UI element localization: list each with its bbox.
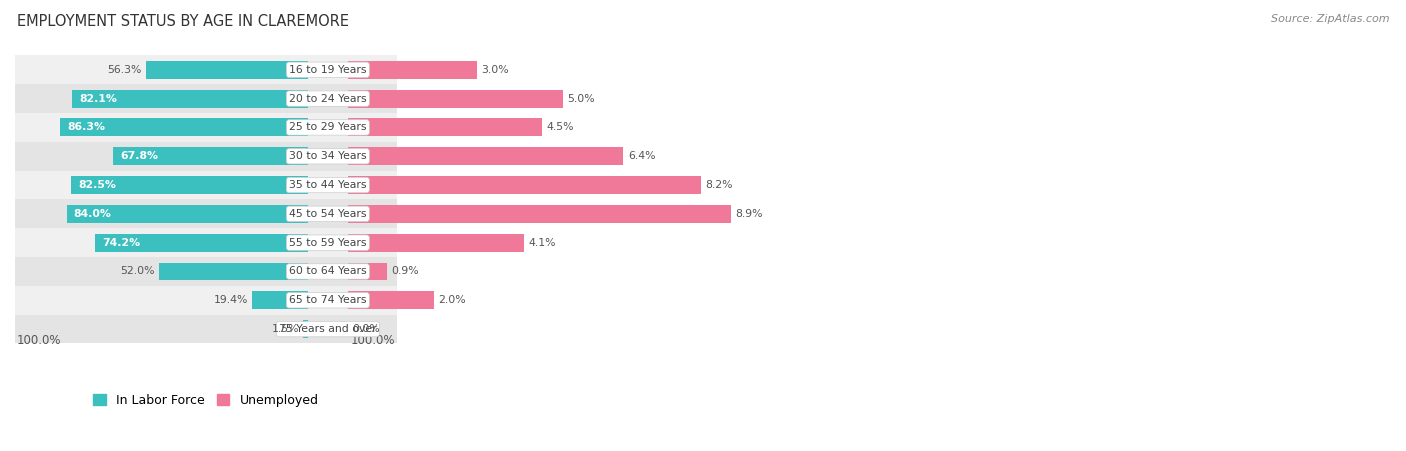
Bar [15,55,396,84]
Legend: In Labor Force, Unemployed: In Labor Force, Unemployed [93,394,319,407]
Text: EMPLOYMENT STATUS BY AGE IN CLAREMORE: EMPLOYMENT STATUS BY AGE IN CLAREMORE [17,14,349,28]
Text: 8.9%: 8.9% [735,209,763,219]
Text: 20 to 24 Years: 20 to 24 Years [290,94,367,104]
Bar [66,205,308,223]
Bar [15,257,396,286]
Bar [94,234,308,252]
Text: 6.4%: 6.4% [628,151,655,161]
Text: 19.4%: 19.4% [214,295,247,305]
Bar [15,228,396,257]
Bar [347,90,564,107]
Bar [15,84,396,113]
Text: 56.3%: 56.3% [107,65,142,75]
Bar [347,234,524,252]
Bar [60,119,308,136]
Bar [15,170,396,199]
Bar [252,291,308,309]
Text: 67.8%: 67.8% [121,151,159,161]
Bar [347,291,434,309]
Bar [15,113,396,142]
Text: 84.0%: 84.0% [75,209,111,219]
Bar [347,119,541,136]
Bar [15,142,396,170]
Text: 35 to 44 Years: 35 to 44 Years [290,180,367,190]
Text: 82.5%: 82.5% [79,180,117,190]
Text: 45 to 54 Years: 45 to 54 Years [290,209,367,219]
Text: 2.0%: 2.0% [439,295,465,305]
Text: 1.5%: 1.5% [271,324,299,334]
Text: 30 to 34 Years: 30 to 34 Years [290,151,367,161]
Text: 0.9%: 0.9% [391,267,419,276]
Bar [304,320,308,338]
Text: 0.0%: 0.0% [353,324,380,334]
Bar [159,262,308,281]
Text: 5.0%: 5.0% [568,94,595,104]
Bar [347,147,623,165]
Text: 55 to 59 Years: 55 to 59 Years [290,238,367,248]
Text: 100.0%: 100.0% [352,334,395,347]
Text: 86.3%: 86.3% [67,122,105,133]
Bar [146,61,308,79]
Text: 4.5%: 4.5% [546,122,574,133]
Bar [70,176,308,194]
Text: 100.0%: 100.0% [17,334,60,347]
Text: 8.2%: 8.2% [706,180,733,190]
Text: 16 to 19 Years: 16 to 19 Years [290,65,367,75]
Bar [15,286,396,315]
Bar [347,176,702,194]
Bar [347,61,477,79]
Bar [72,90,308,107]
Text: 25 to 29 Years: 25 to 29 Years [290,122,367,133]
Bar [347,205,731,223]
Bar [15,199,396,228]
Text: Source: ZipAtlas.com: Source: ZipAtlas.com [1271,14,1389,23]
Text: 4.1%: 4.1% [529,238,557,248]
Text: 3.0%: 3.0% [481,65,509,75]
Text: 75 Years and over: 75 Years and over [278,324,377,334]
Text: 52.0%: 52.0% [120,267,155,276]
Bar [15,315,396,344]
Bar [112,147,308,165]
Text: 74.2%: 74.2% [103,238,141,248]
Text: 82.1%: 82.1% [79,94,117,104]
Text: 60 to 64 Years: 60 to 64 Years [290,267,367,276]
Text: 65 to 74 Years: 65 to 74 Years [290,295,367,305]
Bar [347,262,387,281]
